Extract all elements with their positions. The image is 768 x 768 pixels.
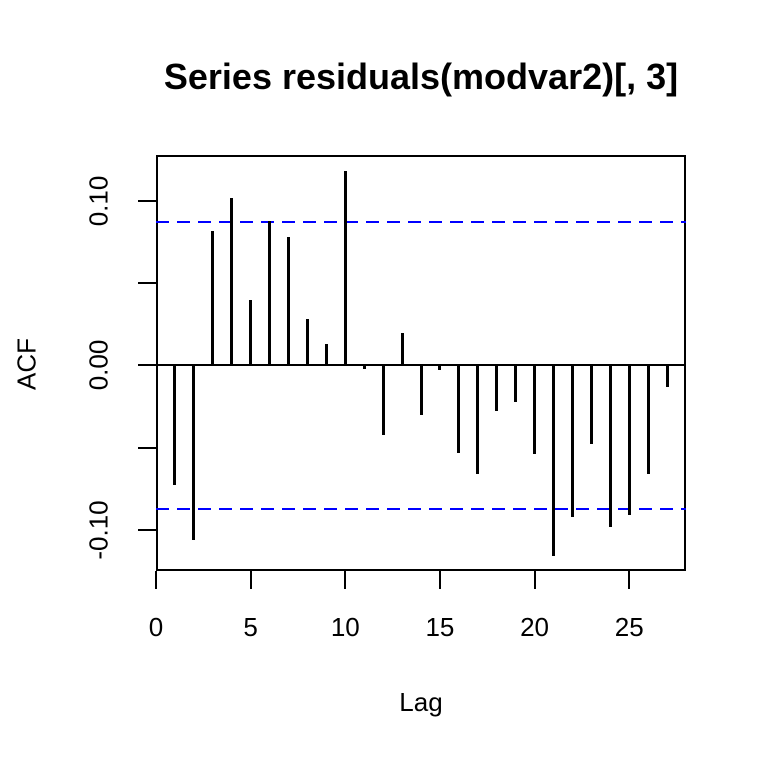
acf-bar-lag-14 (419, 365, 423, 415)
x-tick-10 (344, 571, 347, 589)
acf-bar-lag-25 (627, 365, 631, 516)
y-tick-0.1 (138, 200, 156, 203)
acf-bar-lag-5 (249, 299, 253, 366)
acf-bar-lag-1 (173, 365, 177, 486)
acf-bar-lag-13 (400, 332, 404, 366)
acf-bar-lag-21 (552, 365, 555, 557)
acf-bar-lag-2 (192, 365, 196, 540)
y-tick-label-0.1: 0.10 (83, 175, 114, 227)
acf-bar-lag-12 (381, 365, 385, 435)
x-tick-label-5: 5 (243, 612, 258, 642)
y-tick--0.05 (138, 446, 156, 449)
acf-bar-lag-20 (533, 365, 537, 455)
x-axis-label: Lag (399, 687, 443, 717)
chart-title: Series residuals(modvar2)[, 3] (163, 56, 679, 97)
x-tick-label-0: 0 (148, 612, 164, 642)
acf-bar-lag-22 (570, 365, 574, 517)
acf-bar-lag-19 (514, 365, 518, 402)
confidence-line-lower (156, 507, 686, 510)
acf-bar-lag-15 (438, 365, 442, 371)
x-tick-label-15: 15 (425, 612, 455, 642)
x-tick-15 (438, 571, 441, 589)
plot-area (156, 155, 686, 571)
y-tick-0.05 (138, 282, 156, 285)
acf-bar-lag-3 (211, 230, 215, 366)
acf-bar-lag-4 (230, 197, 234, 366)
acf-bar-lag-6 (268, 220, 272, 366)
x-tick-label-10: 10 (330, 612, 360, 642)
x-tick-label-20: 20 (520, 612, 550, 642)
acf-bar-lag-8 (305, 319, 309, 366)
acf-bar-lag-17 (476, 365, 480, 474)
confidence-line-upper (156, 221, 686, 224)
x-tick-label-25: 25 (614, 612, 644, 642)
acf-bar-lag-24 (608, 365, 612, 527)
y-tick-0 (138, 364, 156, 367)
y-tick-label--0.1: -0.10 (83, 500, 114, 560)
acf-bar-lag-16 (457, 365, 461, 453)
acf-bar-lag-10 (343, 171, 347, 366)
acf-bar-lag-26 (646, 365, 650, 474)
x-tick-20 (533, 571, 536, 589)
y-axis-label: ACF (11, 338, 42, 390)
acf-bar-lag-23 (589, 365, 593, 445)
y-tick-label-0: 0.00 (83, 340, 114, 391)
x-tick-0 (155, 571, 157, 589)
acf-bar-lag-18 (495, 365, 499, 412)
x-tick-5 (249, 571, 252, 589)
acf-bar-lag-11 (362, 365, 366, 369)
acf-bar-lag-7 (287, 237, 290, 366)
x-tick-25 (628, 571, 631, 589)
acf-bar-lag-27 (665, 365, 669, 387)
acf-bar-lag-9 (324, 344, 328, 366)
y-tick--0.1 (138, 528, 156, 531)
